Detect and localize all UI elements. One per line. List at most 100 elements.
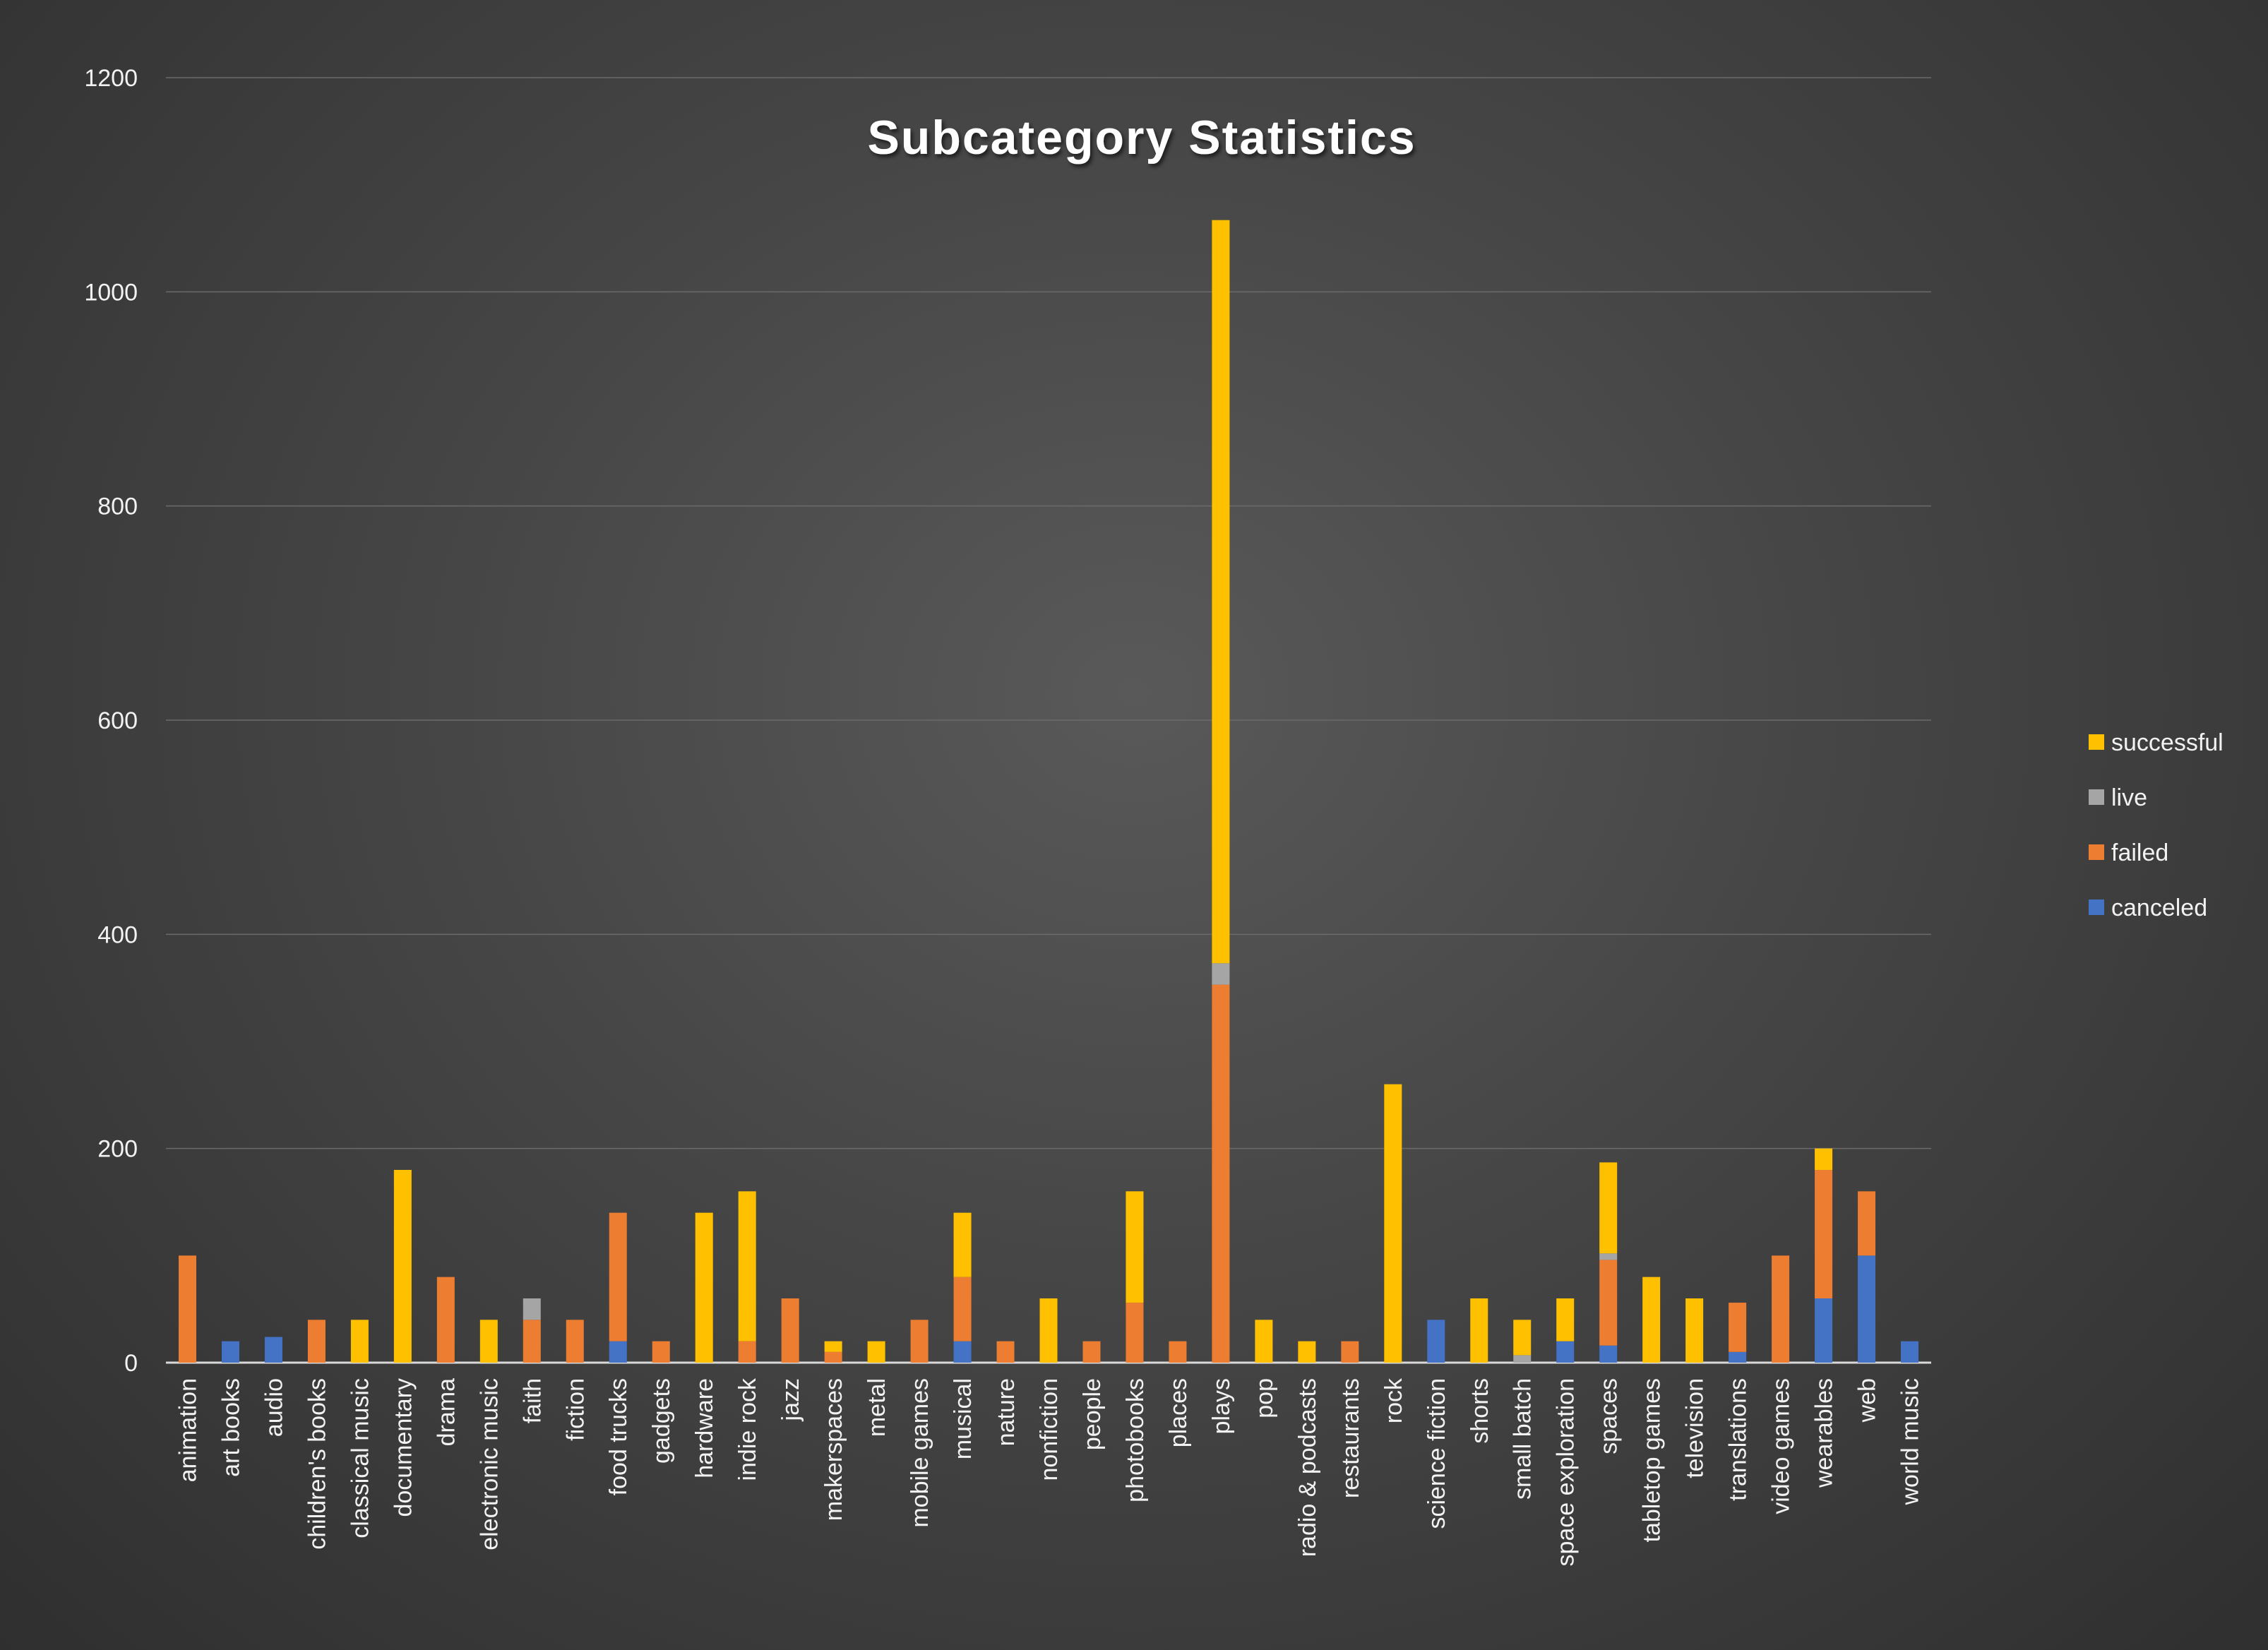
legend-label-successful: successful (2111, 729, 2224, 756)
bar-failed (1169, 1341, 1187, 1363)
x-category-label: translations (1725, 1378, 1752, 1501)
x-category-label: photobooks (1122, 1378, 1149, 1502)
x-category-label: tabletop games (1639, 1378, 1666, 1543)
bars (178, 220, 1919, 1363)
bar-successful (1513, 1320, 1532, 1356)
bar-successful (1298, 1341, 1316, 1363)
legend-label-canceled: canceled (2111, 895, 2207, 921)
chart-title: Subcategory Statistics (867, 111, 1416, 165)
bar-failed (178, 1255, 196, 1363)
x-category-label: metal (864, 1378, 890, 1437)
bar-live (1212, 963, 1230, 985)
bar-failed (1212, 984, 1230, 1363)
legend-swatch-successful (2089, 734, 2104, 750)
x-category-label: fiction (562, 1378, 589, 1441)
bar-successful (1470, 1298, 1488, 1363)
x-category-label: shorts (1467, 1378, 1493, 1444)
bar-successful (1212, 220, 1230, 964)
bar-successful (867, 1341, 885, 1363)
x-category-label: documentary (390, 1378, 417, 1517)
bar-successful (953, 1212, 972, 1277)
bar-successful (1384, 1084, 1402, 1363)
bar-successful (824, 1341, 842, 1352)
y-tick-label: 600 (97, 707, 138, 734)
bar-failed (1082, 1341, 1101, 1363)
bar-live (1599, 1253, 1618, 1260)
bar-canceled (953, 1341, 972, 1363)
x-category-label: food trucks (605, 1378, 632, 1495)
x-category-label: plays (1208, 1378, 1235, 1434)
x-category-label: art books (217, 1378, 244, 1477)
x-category-label: small batch (1510, 1378, 1536, 1500)
x-category-label: science fiction (1424, 1378, 1450, 1529)
bar-failed (652, 1341, 670, 1363)
bar-failed (1815, 1170, 1833, 1298)
x-category-label: classical music (347, 1378, 374, 1538)
bar-failed (566, 1320, 584, 1363)
y-axis-ticks: 0 200 400 600 800 1000 1200 (84, 65, 138, 1377)
x-category-label: drama (433, 1378, 460, 1446)
bar-failed (1858, 1191, 1876, 1256)
x-category-label: mobile games (907, 1378, 933, 1528)
y-tick-label: 400 (97, 921, 138, 948)
legend: successful live failed canceled (2089, 729, 2224, 921)
x-category-label: world music (1897, 1378, 1924, 1505)
x-category-label: musical (950, 1378, 977, 1459)
bar-successful (1642, 1277, 1661, 1363)
bar-canceled (1427, 1320, 1445, 1363)
x-category-label: web (1854, 1378, 1881, 1423)
bar-canceled (609, 1341, 627, 1363)
bar-failed (523, 1320, 541, 1363)
y-tick-label: 0 (124, 1350, 138, 1377)
bar-canceled (1901, 1341, 1919, 1363)
bar-successful (1599, 1162, 1618, 1254)
legend-label-live: live (2111, 784, 2147, 811)
y-tick-label: 1200 (84, 65, 138, 92)
x-category-label: spaces (1596, 1378, 1623, 1454)
x-category-label: radio & podcasts (1294, 1378, 1321, 1557)
bar-live (523, 1298, 541, 1320)
bar-failed (307, 1320, 326, 1363)
x-category-label: space exploration (1553, 1378, 1580, 1567)
x-category-label: people (1079, 1378, 1106, 1450)
bar-failed (1126, 1303, 1144, 1363)
bar-failed (738, 1341, 756, 1363)
x-category-label: electronic music (476, 1378, 503, 1550)
x-category-label: television (1682, 1378, 1709, 1478)
bar-canceled (1729, 1351, 1747, 1363)
bar-successful (393, 1170, 412, 1363)
x-category-label: rock (1380, 1377, 1407, 1423)
bar-successful (738, 1191, 756, 1341)
bar-failed (996, 1341, 1015, 1363)
bar-failed (1772, 1255, 1790, 1363)
x-category-label: nature (993, 1378, 1020, 1446)
x-category-label: faith (519, 1378, 546, 1423)
x-category-label: audio (261, 1378, 287, 1437)
bar-canceled (1815, 1298, 1833, 1363)
bar-successful (479, 1320, 498, 1363)
bar-failed (436, 1277, 455, 1363)
gridlines (166, 77, 1931, 1364)
legend-swatch-live (2089, 789, 2104, 805)
bar-failed (1729, 1303, 1747, 1352)
bar-successful (695, 1212, 713, 1363)
x-category-label: hardware (691, 1378, 718, 1478)
bar-canceled (221, 1341, 239, 1363)
bar-successful (1255, 1320, 1273, 1363)
bar-failed (953, 1277, 972, 1341)
bar-live (1513, 1355, 1532, 1363)
bar-successful (350, 1320, 369, 1363)
x-category-label: restaurants (1337, 1378, 1364, 1498)
x-category-label: wearables (1811, 1378, 1838, 1488)
bar-failed (609, 1212, 627, 1341)
bar-canceled (1858, 1255, 1876, 1363)
bar-failed (781, 1298, 799, 1363)
bar-canceled (1599, 1345, 1618, 1363)
bar-successful (1126, 1191, 1144, 1303)
bar-canceled (264, 1337, 282, 1363)
x-category-label: makerspaces (820, 1378, 847, 1521)
bar-failed (824, 1351, 842, 1363)
x-category-label: places (1165, 1378, 1192, 1447)
